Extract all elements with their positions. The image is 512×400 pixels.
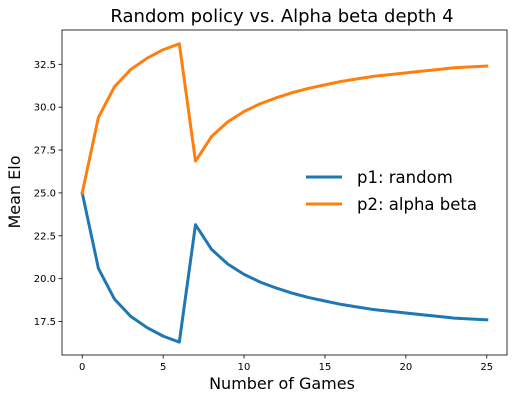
y-tick-label: 30.0 [34, 103, 56, 114]
y-tick-label: 17.5 [34, 317, 56, 328]
x-tick-label: 0 [79, 362, 85, 373]
plot-area [80, 42, 489, 344]
plot-frame [61, 29, 508, 356]
y-tick-label: 20.0 [34, 274, 56, 285]
x-axis-label: Number of Games [209, 374, 355, 393]
y-axis-label: Mean Elo [5, 155, 24, 228]
x-tick-label: 15 [319, 362, 332, 373]
legend-label-1: p1: random [357, 168, 453, 187]
x-tick-label: 25 [480, 362, 493, 373]
legend: p1: random p2: alpha beta [306, 168, 477, 214]
y-axis-ticks: 17.5 20.0 22.5 25.0 27.5 30.0 32.5 [34, 60, 62, 328]
x-tick-label: 20 [399, 362, 412, 373]
legend-label-2: p2: alpha beta [357, 195, 477, 214]
series-line-2 [80, 42, 489, 195]
y-tick-label: 27.5 [34, 146, 56, 157]
y-tick-label: 22.5 [34, 231, 56, 242]
chart-title: Random policy vs. Alpha beta depth 4 [110, 6, 453, 27]
x-tick-label: 10 [238, 362, 251, 373]
x-axis-ticks: 0 5 10 15 20 25 [79, 355, 493, 373]
series-line-1 [80, 191, 489, 344]
x-tick-label: 5 [160, 362, 166, 373]
y-tick-label: 25.0 [34, 188, 56, 199]
y-tick-label: 32.5 [34, 60, 56, 71]
